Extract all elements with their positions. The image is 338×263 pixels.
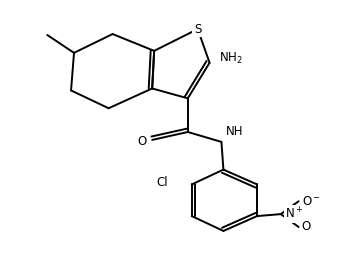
Text: Cl: Cl [156, 176, 168, 189]
Text: O: O [137, 135, 146, 148]
Text: NH$_2$: NH$_2$ [219, 51, 243, 66]
Text: O: O [301, 220, 311, 234]
Text: N$^+$: N$^+$ [285, 206, 303, 222]
Text: NH: NH [225, 125, 243, 138]
Text: S: S [194, 23, 201, 36]
Text: O$^-$: O$^-$ [301, 195, 321, 208]
